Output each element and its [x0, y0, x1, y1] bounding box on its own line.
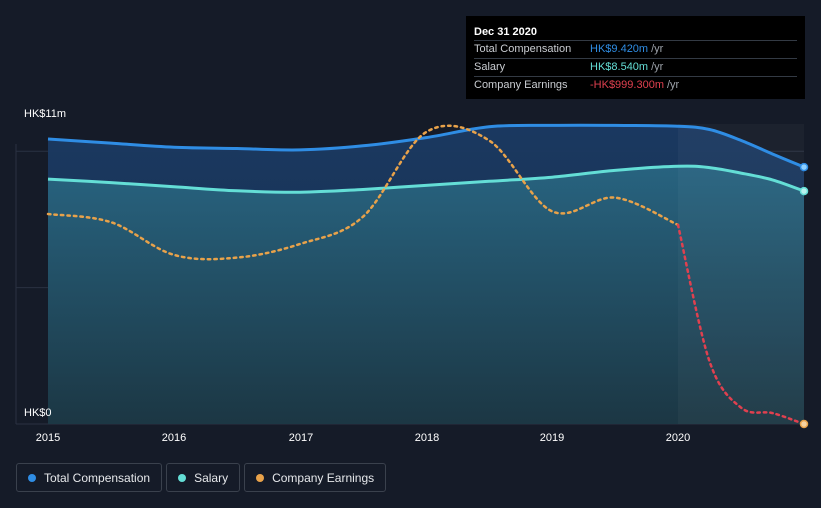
tooltip-unit: /yr — [651, 61, 664, 73]
tooltip-unit: /yr — [667, 79, 680, 91]
y-axis-bottom-label: HK$0 — [24, 407, 52, 419]
tooltip-date: Dec 31 2020 — [474, 26, 537, 38]
legend-dot-icon — [256, 473, 265, 482]
tooltip-label: Company Earnings — [474, 79, 568, 91]
x-tick-label: 2018 — [415, 432, 439, 444]
x-tick-label: 2016 — [162, 432, 186, 444]
tooltip-row-total: Total Compensation HK$9.420m /yr — [474, 40, 797, 58]
tooltip-label: Salary — [474, 61, 506, 73]
tooltip-row-earnings: Company Earnings -HK$999.300m /yr — [474, 76, 797, 94]
salary-line — [47, 164, 805, 194]
legend-item-salary[interactable]: Salary — [166, 463, 241, 492]
legend-dot-icon — [178, 473, 187, 482]
tooltip-value: -HK$999.300m — [590, 79, 664, 91]
total-compensation-line — [47, 123, 805, 169]
tooltip-value: HK$8.540m — [590, 61, 649, 73]
legend-item-total-compensation[interactable]: Total Compensation — [16, 463, 163, 492]
y-axis-top-label: HK$11m — [24, 108, 66, 120]
legend-label: Salary — [194, 470, 229, 485]
company-earnings-point — [799, 419, 809, 429]
salary-area — [48, 166, 804, 425]
legend-item-company-earnings[interactable]: Company Earnings — [244, 463, 387, 492]
tooltip-label: Total Compensation — [474, 43, 572, 55]
x-tick-label: 2017 — [289, 432, 313, 444]
salary-point — [799, 186, 809, 196]
legend-label: Total Compensation — [44, 470, 151, 485]
x-tick-label: 2020 — [666, 432, 690, 444]
legend-dot-icon — [28, 473, 36, 482]
chart-legend: Total Compensation Salary Company Earnin… — [16, 463, 387, 492]
tooltip-unit: /yr — [651, 43, 664, 55]
x-tick-label: 2019 — [540, 432, 564, 444]
tooltip-row-salary: Salary HK$8.540m /yr — [474, 58, 797, 76]
company-earnings-negative-line — [676, 223, 806, 426]
company-earnings-line — [46, 124, 680, 261]
total-compensation-point — [799, 162, 809, 172]
tooltip-value: HK$9.420m — [590, 43, 649, 55]
recent-period-band — [678, 124, 804, 424]
x-tick-label: 2015 — [36, 432, 60, 444]
legend-label: Company Earnings — [272, 470, 375, 485]
tooltip: Dec 31 2020 Total Compensation HK$9.420m… — [466, 16, 805, 99]
